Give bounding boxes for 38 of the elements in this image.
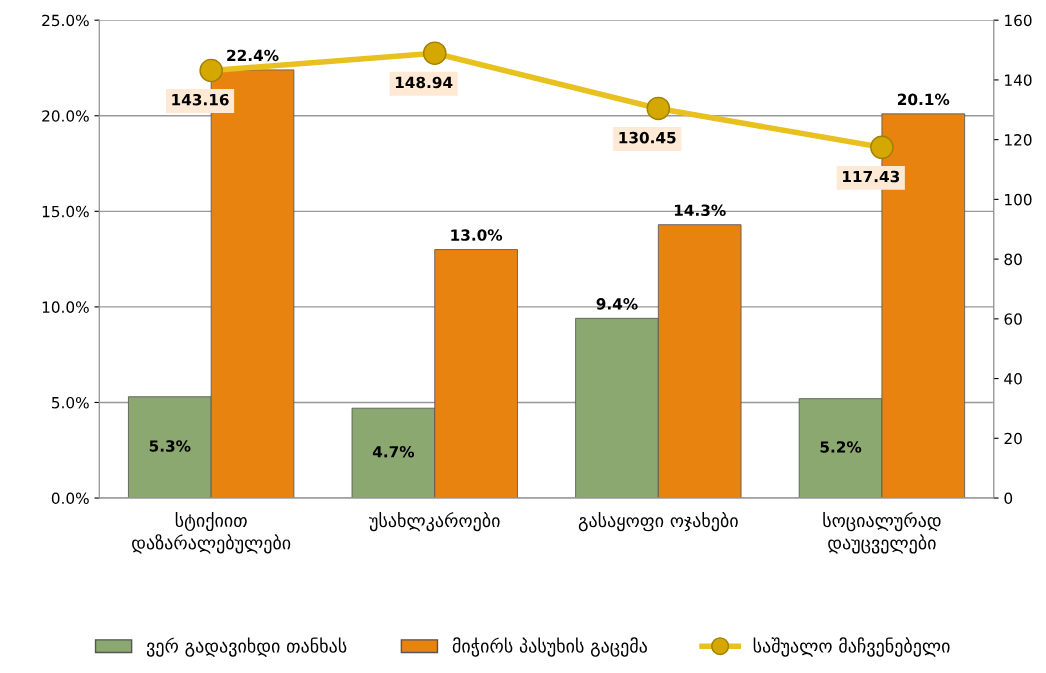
data-label: 4.7%: [372, 445, 415, 458]
data-label: 148.94: [395, 76, 453, 89]
point: [646, 96, 671, 121]
y2-tick-label: 0: [1004, 492, 1013, 505]
legend-label: მიჭირს პასუხის გაცემა: [452, 637, 647, 657]
data-label: 22.4%: [227, 49, 279, 62]
y-tick-label: 0.0%: [51, 492, 89, 505]
x-tick-label: სოციალურად დაუცველები: [823, 511, 941, 554]
y-tick-label: 15.0%: [42, 205, 89, 218]
y2-tick-label: 100: [1005, 193, 1032, 206]
point: [199, 58, 223, 83]
y2-tick-label: 120: [1005, 134, 1032, 146]
legend-label: ვერ გადავიხდი თანხას: [146, 637, 347, 657]
x-tick-label: გასაყოფი ოჯახები: [578, 511, 738, 532]
y2-tick-label: 40: [1004, 373, 1022, 385]
y-tick-label: 25.0%: [42, 14, 89, 27]
data-label: 13.0%: [451, 229, 503, 241]
data-label: 143.16: [172, 93, 229, 106]
y-tick-label: 5.0%: [52, 396, 89, 409]
y2-tick-label: 140: [1005, 74, 1032, 86]
data-label: 5.3%: [149, 440, 191, 452]
y2-tick-label: 160: [1005, 14, 1032, 27]
y-tick-label: 10.0%: [42, 301, 89, 313]
data-label: 5.2%: [820, 441, 862, 453]
x-tick-label: უსახლკაროები: [369, 511, 500, 532]
data-label: 14.3%: [674, 204, 726, 217]
data-label: 117.43: [843, 170, 900, 183]
data-label: 20.1%: [897, 93, 950, 106]
y2-tick-label: 60: [1004, 313, 1022, 325]
legend-label: საშუალო მაჩვენებელი: [753, 637, 950, 657]
data-label: 130.45: [619, 131, 676, 144]
y2-tick-label: 20: [1004, 432, 1022, 445]
y2-tick-label: 80: [1004, 253, 1022, 266]
y-tick-label: 20.0%: [42, 110, 89, 122]
point: [422, 41, 447, 66]
x-tick-label: სტიქიით დაზარალებულები: [132, 511, 291, 554]
data-label: 9.4%: [596, 298, 638, 310]
point: [870, 135, 894, 160]
